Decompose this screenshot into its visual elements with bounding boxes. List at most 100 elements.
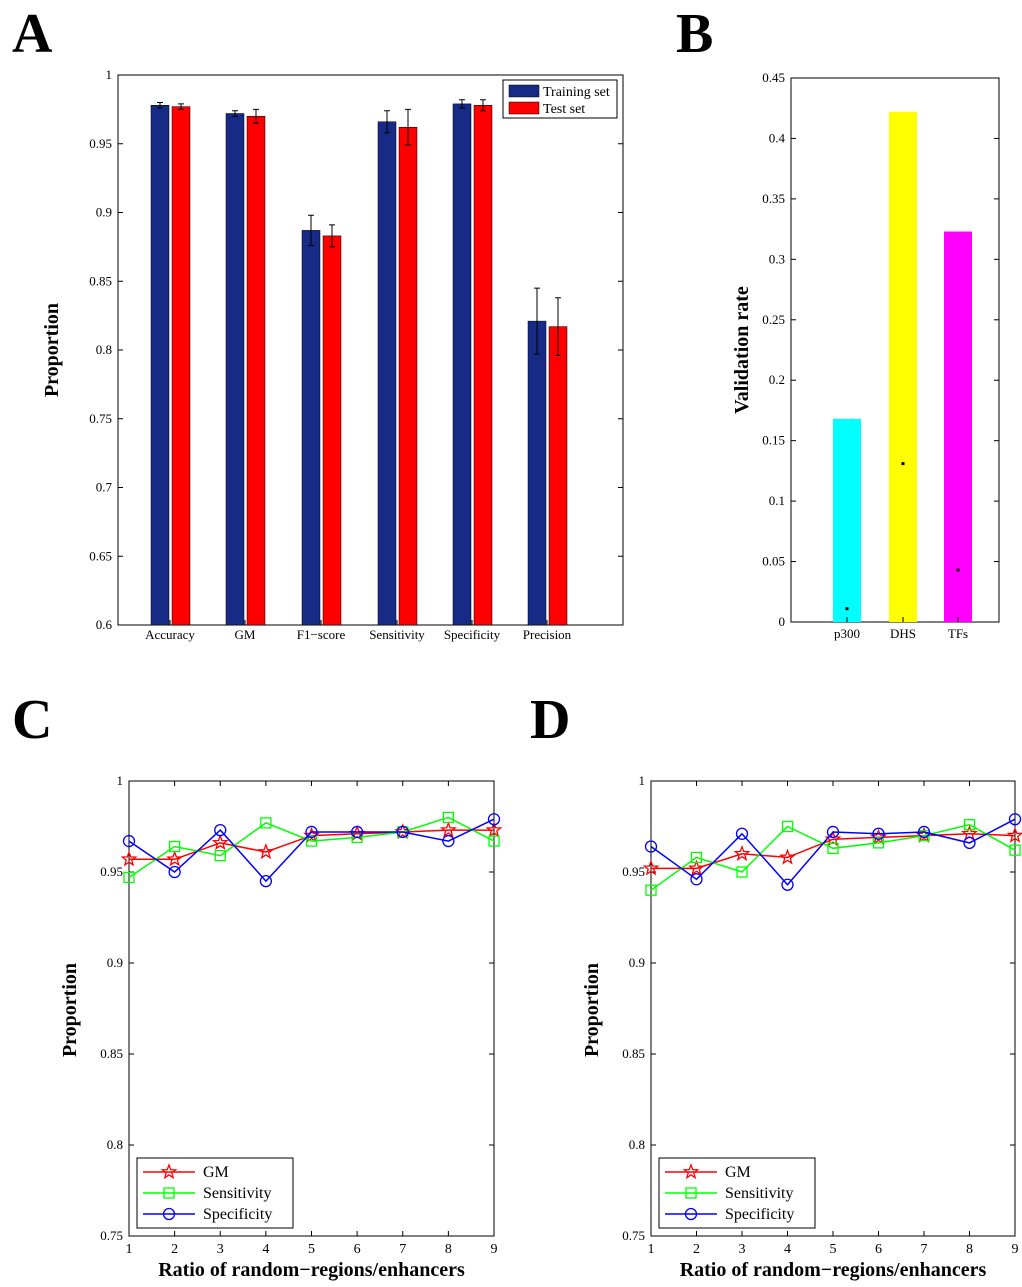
x-tick-label: 2	[693, 1242, 700, 1257]
data-point-sensitivity	[305, 835, 318, 847]
data-point-specificity	[644, 840, 658, 853]
data-point-gm	[1006, 826, 1022, 843]
x-tick-label: 4	[262, 1242, 269, 1257]
bar-tfs	[944, 231, 972, 623]
data-point-specificity	[963, 836, 976, 850]
data-point-specificity	[781, 878, 794, 891]
data-point-specificity	[690, 873, 703, 886]
panel-letter-b: B	[676, 3, 713, 65]
data-point-specificity	[214, 823, 227, 837]
data-point-sensitivity	[168, 840, 181, 853]
data-point-gm	[211, 834, 229, 851]
data-point-gm	[779, 848, 796, 865]
y-tick-label: 0.85	[89, 273, 112, 288]
y-tick-label: 0.35	[762, 191, 785, 206]
panel-a-axes-frame	[117, 74, 624, 626]
x-tick-label: 4	[784, 1242, 791, 1257]
series-line-sensitivity	[128, 816, 495, 879]
x-tick-label: 5	[308, 1242, 315, 1257]
bar-p300	[833, 418, 861, 622]
x-tick-label: GM	[235, 627, 256, 642]
data-point-specificity	[487, 813, 501, 826]
series-line-sensitivity	[650, 823, 1016, 891]
y-tick-label: 0.8	[107, 1137, 123, 1152]
x-axis-label: Ratio of random−regions/enhancers	[680, 1259, 987, 1281]
x-tick-label: Accuracy	[145, 627, 195, 642]
data-point-sensitivity	[918, 829, 930, 842]
x-tick-label: 1	[648, 1242, 655, 1257]
x-axis-label: Ratio of random−regions/enhancers	[158, 1259, 465, 1281]
x-tick-label: 2	[171, 1242, 178, 1257]
y-tick-label: 0.75	[622, 1228, 645, 1243]
y-tick-label: 0.85	[622, 1046, 645, 1061]
y-tick-label: 0	[779, 614, 786, 629]
legend-label: Specificity	[725, 1206, 794, 1223]
bar-training	[225, 113, 245, 626]
data-point-sensitivity	[963, 819, 976, 831]
legend-label: Sensitivity	[203, 1185, 271, 1202]
x-tick-label: 9	[1012, 1242, 1019, 1257]
y-tick-label: 0.95	[622, 864, 645, 879]
data-point-specificity	[168, 865, 181, 879]
x-tick-label: Sensitivity	[369, 627, 425, 642]
y-tick-label: 1	[106, 67, 113, 82]
data-point-sensitivity	[442, 811, 455, 824]
x-tick-label: TFs	[948, 626, 968, 641]
y-tick-label: 0.15	[762, 433, 785, 448]
y-tick-label: 0.9	[629, 955, 645, 970]
data-point-gm	[961, 824, 978, 841]
legend-label: Test set	[543, 102, 585, 117]
x-tick-label: 6	[354, 1242, 361, 1257]
y-tick-label: 0.25	[762, 312, 785, 327]
data-point-sensitivity	[872, 837, 885, 849]
data-point-sensitivity	[123, 871, 135, 884]
bar-test	[322, 235, 342, 626]
y-tick-label: 0.85	[100, 1046, 123, 1061]
bar-dhs	[889, 111, 917, 623]
data-point-sensitivity	[214, 849, 226, 862]
data-point-gm	[257, 843, 275, 860]
data-point-gm	[733, 844, 751, 861]
y-axis-label: Proportion	[41, 303, 63, 397]
error-marker	[901, 462, 905, 466]
x-tick-label: 3	[739, 1242, 746, 1257]
legend-label: Specificity	[203, 1206, 272, 1223]
y-tick-label: 0.95	[100, 864, 123, 879]
bar-training	[150, 105, 170, 626]
legend-label: Sensitivity	[725, 1185, 793, 1202]
data-point-specificity	[442, 834, 455, 848]
data-point-sensitivity	[645, 884, 657, 896]
bar-test	[548, 326, 568, 626]
data-point-specificity	[735, 827, 749, 840]
bar-training	[301, 230, 321, 626]
legend-marker	[684, 1207, 698, 1221]
legend-swatch	[508, 101, 540, 115]
y-tick-label: 0.8	[629, 1137, 645, 1152]
legend-marker	[160, 1163, 178, 1180]
data-point-specificity	[350, 825, 364, 839]
x-tick-label: 7	[399, 1242, 406, 1257]
y-tick-label: 0.2	[769, 372, 785, 387]
y-tick-label: 0.75	[89, 411, 112, 426]
panel-letter-d: D	[530, 689, 570, 751]
data-point-specificity	[122, 834, 136, 848]
data-point-sensitivity	[260, 817, 272, 829]
legend-marker	[685, 1187, 697, 1199]
x-tick-label: F1−score	[297, 627, 346, 642]
x-tick-label: Precision	[523, 627, 572, 642]
y-tick-label: 0.95	[89, 136, 112, 151]
x-tick-label: p300	[834, 626, 860, 641]
y-axis-label: Proportion	[59, 963, 81, 1057]
error-marker	[845, 607, 849, 611]
data-point-gm	[485, 821, 503, 838]
bar-training	[527, 320, 547, 626]
data-point-specificity	[1008, 813, 1022, 826]
bar-training	[452, 103, 472, 626]
y-tick-label: 0.9	[96, 205, 112, 220]
x-tick-label: 8	[966, 1242, 973, 1257]
y-tick-label: 0.65	[89, 548, 112, 563]
legend-swatch	[508, 84, 540, 98]
y-tick-label: 0.4	[769, 130, 786, 145]
y-tick-label: 0.1	[769, 493, 785, 508]
